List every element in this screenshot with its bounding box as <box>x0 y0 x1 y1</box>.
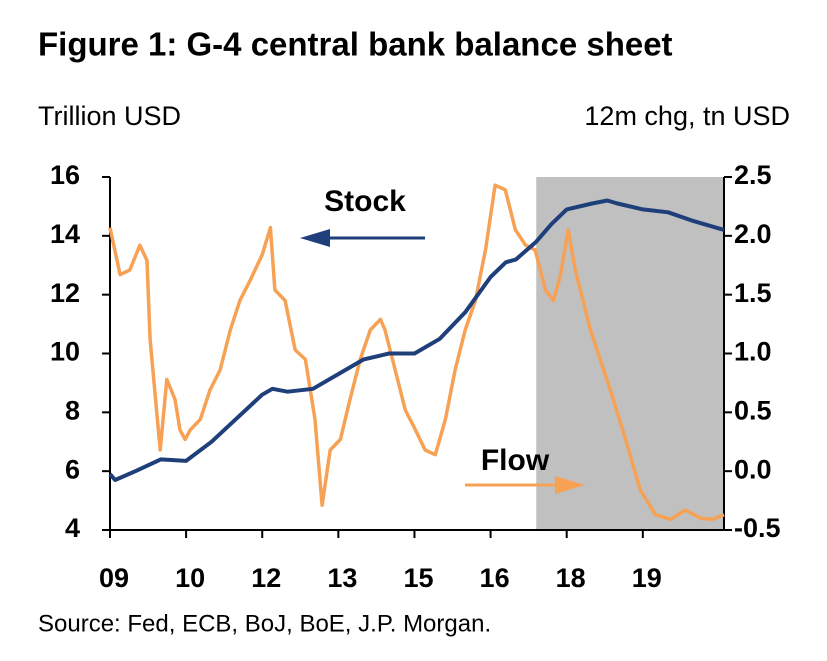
x-tick-label: 10 <box>175 563 205 593</box>
legend-arrowhead <box>555 476 585 494</box>
series-line <box>108 198 725 482</box>
x-tick-label: 19 <box>632 563 662 593</box>
y-tick-label: 8 <box>65 395 80 425</box>
x-tick-label: 16 <box>480 563 510 593</box>
y2-tick-label: 1.0 <box>734 337 772 367</box>
x-tick-label: 13 <box>327 563 357 593</box>
y2-tick-label: 1.5 <box>734 278 772 308</box>
legend-arrowhead <box>300 229 330 247</box>
y-tick-label: 10 <box>50 337 80 367</box>
legend-label: Flow <box>481 444 550 477</box>
y2-tick-label: 0.0 <box>734 454 772 484</box>
y-tick-label: 12 <box>50 278 80 308</box>
source: Source: Fed, ECB, BoJ, BoE, J.P. Morgan. <box>38 610 491 637</box>
y-axis-label: Trillion USD <box>38 101 181 131</box>
series-line <box>108 183 725 522</box>
x-tick-label: 18 <box>556 563 586 593</box>
shaded-region <box>536 177 724 530</box>
y-tick-label: 6 <box>65 454 80 484</box>
y2-tick-label: -0.5 <box>734 513 781 543</box>
y2-tick-label: 2.5 <box>734 160 772 190</box>
x-tick-label: 12 <box>251 563 281 593</box>
y-tick-label: 16 <box>50 160 80 190</box>
y2-tick-label: 0.5 <box>734 395 772 425</box>
y-tick-label: 14 <box>50 219 80 249</box>
legend-label: Stock <box>324 185 406 218</box>
y2-axis-label: 12m chg, tn USD <box>584 101 790 131</box>
y-tick-label: 4 <box>65 513 80 543</box>
x-tick-label: 09 <box>99 563 129 593</box>
x-tick-label: 15 <box>403 563 433 593</box>
chart-title: Figure 1: G-4 central bank balance sheet <box>38 26 673 63</box>
y2-tick-label: 2.0 <box>734 219 772 249</box>
